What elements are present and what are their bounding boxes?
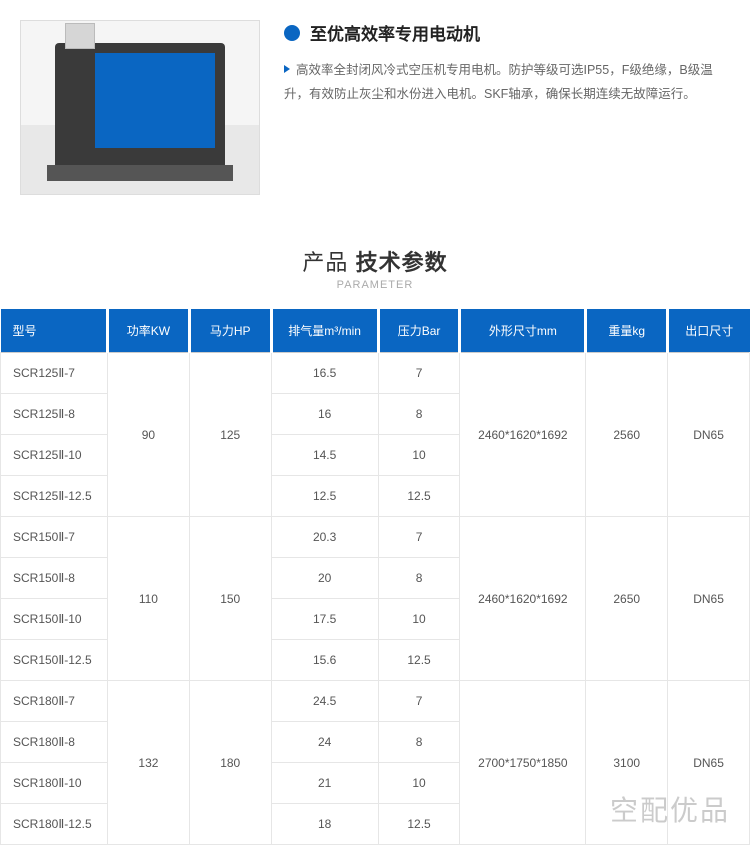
cell-dim: 2460*1620*1692	[460, 517, 586, 681]
cell-weight: 2650	[586, 517, 668, 681]
spec-table: 型号 功率KW 马力HP 排气量m³/min 压力Bar 外形尺寸mm 重量kg…	[0, 309, 750, 845]
cell-flow: 12.5	[271, 476, 378, 517]
cell-model: SCR150Ⅱ-8	[1, 558, 108, 599]
th-bar: 压力Bar	[378, 309, 460, 353]
cell-outlet: DN65	[668, 353, 750, 517]
th-weight: 重量kg	[586, 309, 668, 353]
cell-bar: 12.5	[378, 476, 460, 517]
cell-bar: 8	[378, 558, 460, 599]
feature-block: 至优高效率专用电动机 高效率全封闭风冷式空压机专用电机。防护等级可选IP55，F…	[0, 0, 750, 205]
cell-hp: 180	[189, 681, 271, 845]
cell-flow: 16	[271, 394, 378, 435]
feature-title-row: 至优高效率专用电动机	[284, 20, 730, 45]
cell-flow: 20.3	[271, 517, 378, 558]
th-kw: 功率KW	[108, 309, 190, 353]
params-subtitle: PARAMETER	[0, 279, 750, 291]
cell-bar: 8	[378, 722, 460, 763]
cell-bar: 10	[378, 599, 460, 640]
cell-model: SCR150Ⅱ-7	[1, 517, 108, 558]
th-dim: 外形尺寸mm	[460, 309, 586, 353]
th-model: 型号	[1, 309, 108, 353]
params-heading: 产品 技术参数 PARAMETER	[0, 245, 750, 291]
cell-dim: 2460*1620*1692	[460, 353, 586, 517]
cell-bar: 7	[378, 353, 460, 394]
cell-flow: 24.5	[271, 681, 378, 722]
cell-weight: 3100	[586, 681, 668, 845]
cell-model: SCR125Ⅱ-7	[1, 353, 108, 394]
cell-bar: 12.5	[378, 640, 460, 681]
cell-bar: 7	[378, 517, 460, 558]
cell-model: SCR125Ⅱ-8	[1, 394, 108, 435]
cell-flow: 20	[271, 558, 378, 599]
cell-kw: 110	[108, 517, 190, 681]
cell-flow: 18	[271, 804, 378, 845]
cell-model: SCR125Ⅱ-12.5	[1, 476, 108, 517]
cell-outlet: DN65	[668, 517, 750, 681]
feature-body: 高效率全封闭风冷式空压机专用电机。防护等级可选IP55，F级绝缘，B级温升，有效…	[284, 59, 730, 107]
cell-kw: 132	[108, 681, 190, 845]
cell-weight: 2560	[586, 353, 668, 517]
cell-dim: 2700*1750*1850	[460, 681, 586, 845]
cell-bar: 10	[378, 763, 460, 804]
cell-model: SCR180Ⅱ-8	[1, 722, 108, 763]
triangle-icon	[284, 65, 290, 73]
cell-kw: 90	[108, 353, 190, 517]
cell-model: SCR180Ⅱ-10	[1, 763, 108, 804]
cell-outlet: DN65	[668, 681, 750, 845]
th-hp: 马力HP	[189, 309, 271, 353]
th-outlet: 出口尺寸	[668, 309, 750, 353]
cell-model: SCR125Ⅱ-10	[1, 435, 108, 476]
cell-bar: 8	[378, 394, 460, 435]
cell-bar: 12.5	[378, 804, 460, 845]
params-title-bold: 技术参数	[356, 250, 448, 275]
cell-model: SCR180Ⅱ-12.5	[1, 804, 108, 845]
cell-model: SCR150Ⅱ-12.5	[1, 640, 108, 681]
cell-flow: 16.5	[271, 353, 378, 394]
cell-flow: 14.5	[271, 435, 378, 476]
product-photo	[20, 20, 260, 195]
table-row: SCR125Ⅱ-79012516.572460*1620*16922560DN6…	[1, 353, 750, 394]
cell-flow: 24	[271, 722, 378, 763]
cell-bar: 7	[378, 681, 460, 722]
bullet-icon	[284, 25, 300, 41]
cell-hp: 125	[189, 353, 271, 517]
cell-hp: 150	[189, 517, 271, 681]
cell-model: SCR150Ⅱ-10	[1, 599, 108, 640]
cell-flow: 15.6	[271, 640, 378, 681]
feature-title: 至优高效率专用电动机	[310, 20, 480, 45]
params-title-prefix: 产品	[302, 250, 348, 275]
cell-model: SCR180Ⅱ-7	[1, 681, 108, 722]
cell-bar: 10	[378, 435, 460, 476]
cell-flow: 17.5	[271, 599, 378, 640]
table-row: SCR180Ⅱ-713218024.572700*1750*18503100DN…	[1, 681, 750, 722]
table-header-row: 型号 功率KW 马力HP 排气量m³/min 压力Bar 外形尺寸mm 重量kg…	[1, 309, 750, 353]
table-row: SCR150Ⅱ-711015020.372460*1620*16922650DN…	[1, 517, 750, 558]
cell-flow: 21	[271, 763, 378, 804]
th-flow: 排气量m³/min	[271, 309, 378, 353]
